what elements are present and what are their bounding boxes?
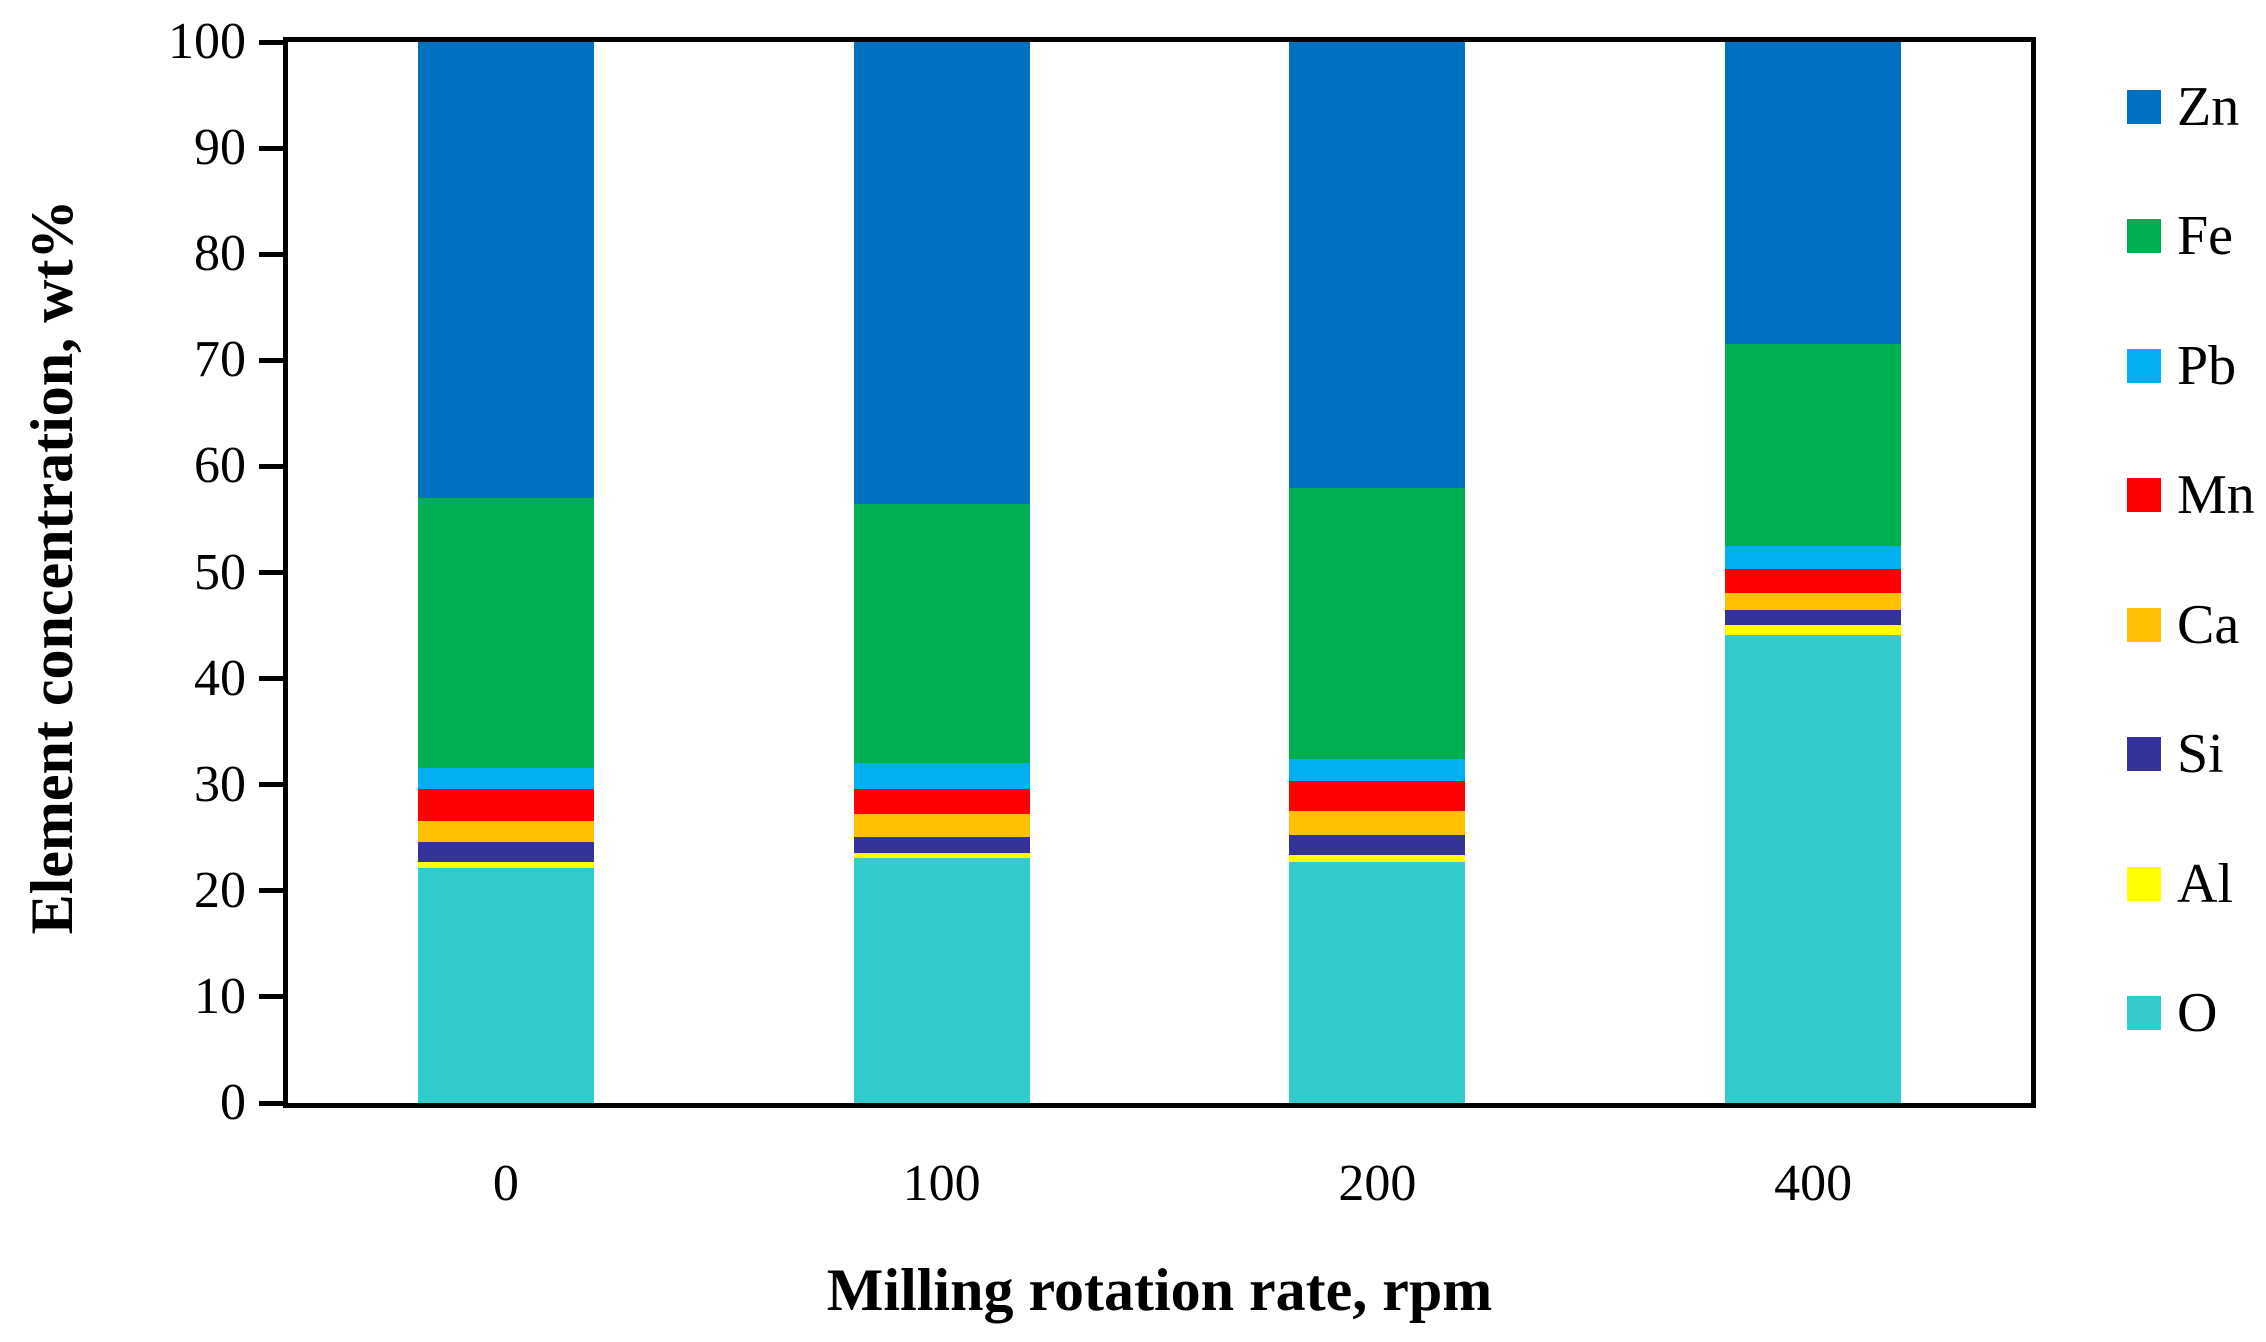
- legend-swatch-mn: [2127, 478, 2161, 513]
- bar-segment-ca: [1289, 811, 1466, 835]
- legend-swatch-fe: [2127, 219, 2161, 254]
- bar-segment-zn: [853, 42, 1030, 504]
- legend-swatch-si: [2127, 737, 2161, 772]
- legend-swatch-pb: [2127, 348, 2161, 383]
- x-axis-title: Milling rotation rate, rpm: [826, 1257, 1493, 1323]
- legend-label-o: O: [2177, 982, 2218, 1044]
- plot-area: Milling rotation rate, rpm 0 10 20 30 40 50 60…: [168, 13, 2036, 1320]
- bar-segment-al: [1289, 854, 1466, 863]
- bar-segment-ca: [417, 820, 594, 842]
- legend-label-al: Al: [2177, 852, 2233, 915]
- x-tick-label: 400: [1774, 1155, 1853, 1212]
- y-axis-tick: [259, 676, 283, 682]
- bar-segment-pb: [1725, 545, 1902, 570]
- y-axis-tick: [259, 357, 283, 363]
- legend-swatch-ca: [2127, 607, 2161, 642]
- legend-swatch-al: [2127, 866, 2161, 901]
- bar-400rpm: [1725, 42, 1902, 1103]
- bar-segment-mn: [853, 788, 1030, 815]
- legend-label-ca: Ca: [2177, 593, 2240, 656]
- bar-segment-ca: [1725, 592, 1902, 610]
- bar-segment-si: [1725, 609, 1902, 626]
- y-tick-label: 100: [168, 13, 246, 70]
- bar-segment-al: [417, 862, 594, 869]
- y-axis-tick: [259, 888, 283, 894]
- bar-segment-o: [853, 857, 1030, 1103]
- bar-segment-al: [1725, 625, 1902, 636]
- y-axis-tick: [259, 251, 283, 257]
- legend-label-pb: Pb: [2177, 334, 2237, 397]
- bar-segment-fe: [1725, 344, 1902, 546]
- bar-segment-zn: [1289, 42, 1466, 488]
- x-tick-label: 100: [902, 1155, 981, 1212]
- bar-0rpm: [417, 42, 594, 1103]
- bar-segment-mn: [1725, 569, 1902, 593]
- legend-label-si: Si: [2177, 723, 2224, 786]
- legend-swatch-o: [2127, 996, 2161, 1030]
- bar-segment-pb: [417, 767, 594, 789]
- y-tick-label: 30: [194, 755, 246, 813]
- bar-segment-si: [853, 836, 1030, 853]
- bar-segment-fe: [417, 498, 594, 768]
- y-axis-tick: [259, 145, 283, 151]
- y-tick-label: 10: [194, 967, 246, 1025]
- legend-label-zn: Zn: [2177, 76, 2240, 138]
- y-axis-tick: [259, 782, 283, 788]
- y-tick-label: 0: [220, 1074, 246, 1131]
- bar-200rpm: [1289, 42, 1466, 1103]
- y-axis-tick: [259, 994, 283, 1000]
- bar-100rpm: [853, 42, 1030, 1103]
- y-tick-label: 60: [194, 437, 246, 495]
- legend-label-mn: Mn: [2177, 464, 2255, 527]
- bar-segment-fe: [1289, 487, 1466, 760]
- bar-segment-o: [1725, 635, 1902, 1103]
- bar-segment-pb: [1289, 759, 1466, 782]
- y-tick-label: 80: [194, 225, 246, 283]
- bar-segment-si: [417, 841, 594, 863]
- x-tick-label: 200: [1338, 1155, 1417, 1212]
- y-axis-tick: [259, 39, 283, 45]
- bar-segment-ca: [853, 814, 1030, 837]
- y-tick-label: 90: [194, 119, 246, 177]
- bar-segment-mn: [1289, 781, 1466, 812]
- y-tick-label: 20: [194, 861, 246, 919]
- y-axis-tick: [259, 463, 283, 469]
- bar-segment-mn: [417, 788, 594, 821]
- bar-segment-zn: [417, 42, 594, 499]
- legend-label-fe: Fe: [2177, 205, 2233, 268]
- bar-segment-o: [1289, 862, 1466, 1103]
- y-axis-tick: [259, 1100, 283, 1106]
- y-tick-label: 40: [194, 649, 246, 707]
- y-axis-tick: [259, 570, 283, 575]
- bar-segment-o: [417, 868, 594, 1103]
- legend-swatch-zn: [2127, 90, 2161, 124]
- bar-segment-al: [853, 852, 1030, 858]
- y-tick-label: 50: [194, 543, 246, 601]
- y-tick-label: 70: [194, 331, 246, 389]
- bar-segment-zn: [1725, 42, 1902, 345]
- bar-segment-pb: [853, 763, 1030, 789]
- x-tick-label: 0: [492, 1155, 519, 1212]
- bar-segment-si: [1289, 834, 1466, 855]
- bar-segment-fe: [853, 503, 1030, 764]
